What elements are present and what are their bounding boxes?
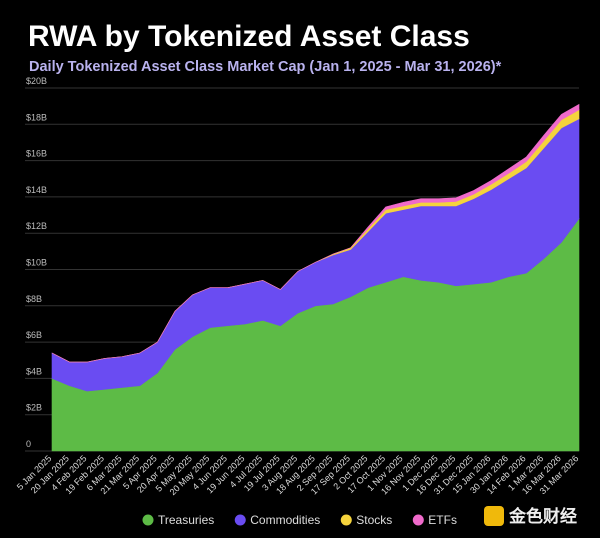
legend-label: Commodities [250,513,320,527]
y-tick-label: $10B [26,258,47,268]
y-tick-label: $16B [26,149,47,159]
chart-title: RWA by Tokenized Asset Class [28,20,470,53]
legend-swatch [340,514,352,526]
chart-subtitle: Daily Tokenized Asset Class Market Cap (… [29,59,502,75]
watermark-icon [484,506,504,526]
y-tick-label: $4B [26,366,42,376]
watermark-text: 金色财经 [508,506,577,526]
y-tick-label: $6B [26,330,42,340]
legend-label: Stocks [356,513,392,527]
area [51,103,580,363]
y-tick-label: $12B [26,221,47,231]
legend-label: ETFs [428,513,457,527]
y-tick-label: $18B [26,112,47,122]
y-tick-label: 0 [26,439,31,449]
legend-swatch [234,514,246,526]
y-tick-label: $20B [26,76,47,86]
legend-label: Treasuries [158,513,214,527]
y-tick-label: $14B [26,185,47,195]
watermark: 金色财经 [484,506,577,526]
legend-swatch [142,514,154,526]
y-tick-label: $8B [26,294,42,304]
legend-swatch [412,514,424,526]
y-tick-label: $2B [26,403,42,413]
